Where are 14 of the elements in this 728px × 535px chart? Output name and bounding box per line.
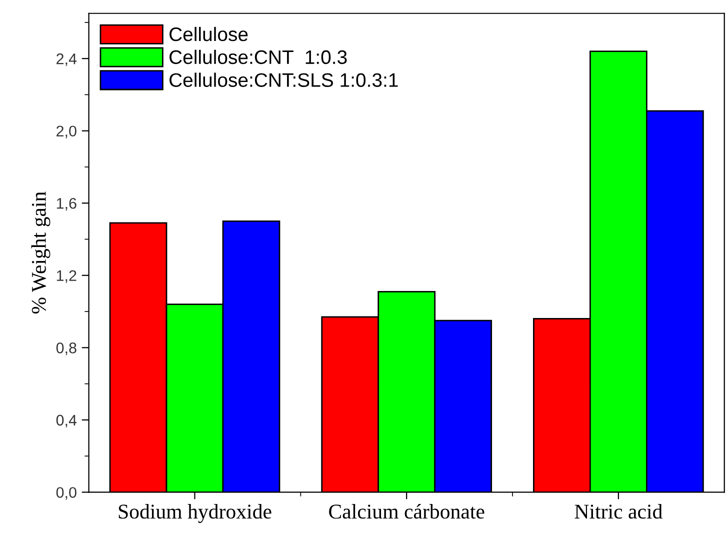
x-tick-label: Nitric acid — [574, 504, 662, 519]
y-tick-label: 1,2 — [56, 270, 76, 283]
y-tick-label: 2,4 — [56, 53, 77, 66]
x-tick-label: Calcium cárbonate — [329, 504, 484, 519]
y-axis-title: % Weight gain — [31, 192, 50, 314]
y-tick-label: 0,8 — [56, 342, 76, 356]
legend-label: Cellulose:CNT 1:0.3 — [170, 50, 347, 64]
y-tick-label: 0,0 — [56, 487, 76, 500]
y-tick-label: 2,0 — [56, 126, 76, 138]
x-tick-label: Sodium hydroxide — [118, 504, 272, 523]
y-tick-label: 1,6 — [56, 198, 76, 211]
legend-label: Cellulose:CNT:SLS 1:0.3:1 — [170, 72, 398, 87]
legend-label: Cellulose — [170, 26, 248, 42]
y-tick-label: 0,4 — [56, 414, 77, 428]
